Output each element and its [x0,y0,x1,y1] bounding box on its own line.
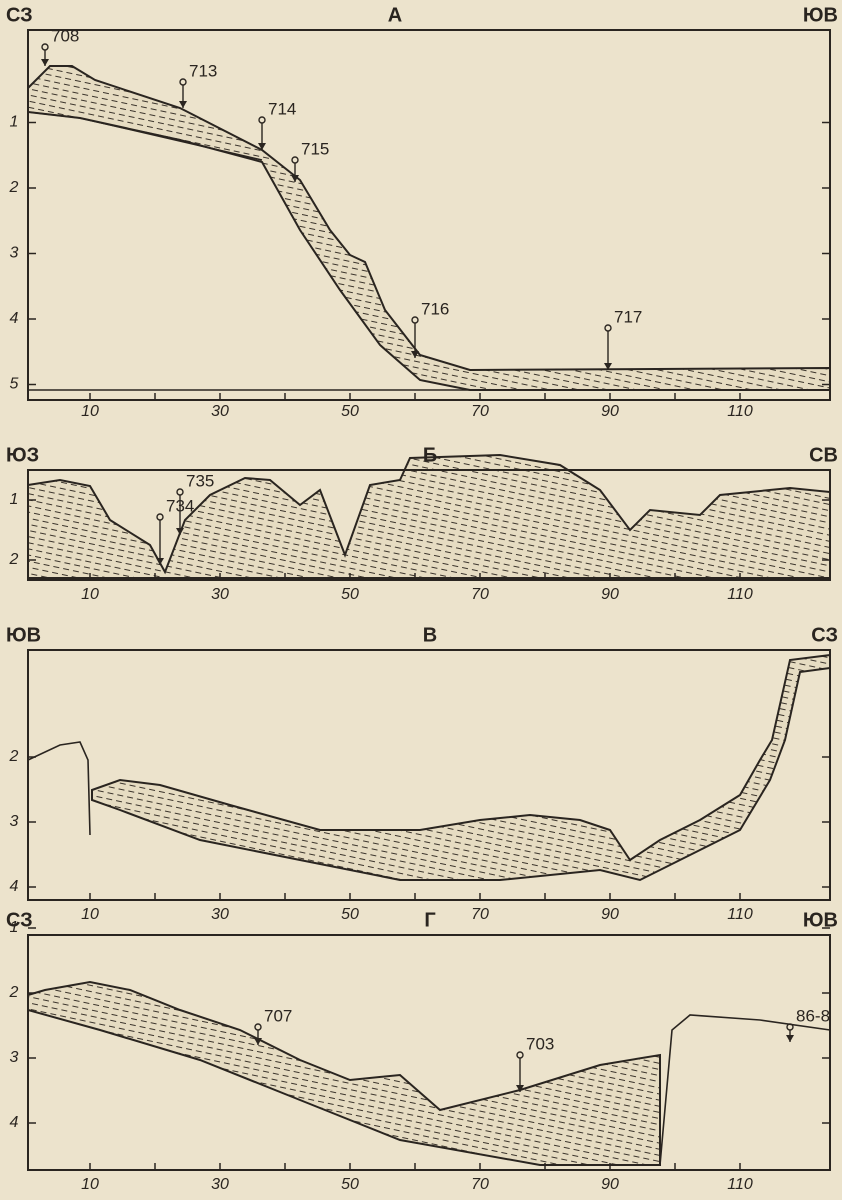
station-pin [254,1023,262,1031]
station-arrow [604,363,612,370]
station-arrow [156,558,164,565]
direction-right: ЮВ [803,4,838,26]
x-tick-label: 90 [601,1176,619,1193]
station-arrow [258,143,266,150]
frame [27,469,831,581]
station-arrow [41,59,49,66]
station-label: 86-8 [796,1006,830,1025]
y-tick-label: 5 [10,376,19,393]
station-pin [411,316,419,324]
station-arrow [254,1038,262,1045]
station-label: 735 [186,471,214,490]
direction-right: СЗ [811,624,838,646]
station-label: 708 [51,26,79,45]
y-tick-label: 2 [9,748,19,765]
station-pin [516,1051,524,1059]
station-label: 715 [301,139,329,158]
station-label: 717 [614,307,642,326]
station-pin [291,156,299,164]
x-tick-label: 50 [341,906,359,923]
station-arrow [179,101,187,108]
y-tick-label: 1 [10,919,19,936]
frame [27,649,831,901]
direction-left: ЮЗ [6,444,39,466]
direction-right: ЮВ [803,909,838,931]
station-arrow [291,175,299,182]
station-arrow [516,1085,524,1092]
rise-g [659,1014,831,1166]
y-tick-label: 3 [10,1049,19,1066]
x-tick-label: 10 [81,586,99,603]
y-tick-label: 4 [10,878,19,895]
frame [27,29,831,401]
panel-letter: Г [424,909,435,931]
y-tick-label: 1 [10,114,19,131]
station-label: 703 [526,1034,554,1053]
station-label: 714 [268,99,296,118]
x-tick-label: 110 [727,1176,753,1193]
y-tick-label: 1 [10,491,19,508]
x-tick-label: 30 [211,906,229,923]
direction-left: ЮВ [6,624,41,646]
x-tick-label: 110 [727,403,753,420]
y-tick-label: 3 [10,813,19,830]
x-tick-label: 30 [211,586,229,603]
x-tick-label: 10 [81,1176,99,1193]
y-tick-label: 2 [9,551,19,568]
profile-g [27,980,661,1166]
rim-v [27,741,91,836]
direction-right: СВ [809,444,838,466]
panel-letter: Б [423,444,437,466]
panel-letter: А [388,4,402,26]
x-tick-label: 110 [727,906,753,923]
station-pin [156,513,164,521]
panel-letter: В [423,624,437,646]
station-pin [41,43,49,51]
station-label: 716 [421,299,449,318]
station-pin [604,324,612,332]
direction-left: СЗ [6,4,33,26]
profile-v [91,653,831,882]
x-tick-label: 70 [471,403,489,420]
station-arrow [176,528,184,535]
station-pin [258,116,266,124]
x-tick-label: 50 [341,403,359,420]
y-tick-label: 4 [10,1114,19,1131]
x-tick-label: 10 [81,403,99,420]
x-tick-label: 50 [341,586,359,603]
station-label: 707 [264,1006,292,1025]
direction-left: СЗ [6,909,33,931]
profile-b [27,453,831,579]
station-pin [176,488,184,496]
station-label: 713 [189,61,217,80]
x-tick-label: 30 [211,1176,229,1193]
x-tick-label: 10 [81,906,99,923]
seafloor-a [27,111,830,391]
frame [27,934,831,1171]
y-tick-label: 4 [10,310,19,327]
x-tick-label: 70 [471,1176,489,1193]
profile-a [27,65,831,391]
station-arrow [786,1035,794,1042]
x-tick-label: 70 [471,906,489,923]
x-tick-label: 90 [601,906,619,923]
x-tick-label: 90 [601,586,619,603]
x-tick-label: 70 [471,586,489,603]
x-tick-label: 50 [341,1176,359,1193]
x-tick-label: 30 [211,403,229,420]
x-tick-label: 90 [601,403,619,420]
station-pin [179,78,187,86]
y-tick-label: 2 [9,179,19,196]
station-arrow [411,351,419,358]
x-tick-label: 110 [727,586,753,603]
y-tick-label: 3 [10,245,19,262]
y-tick-label: 2 [9,984,19,1001]
